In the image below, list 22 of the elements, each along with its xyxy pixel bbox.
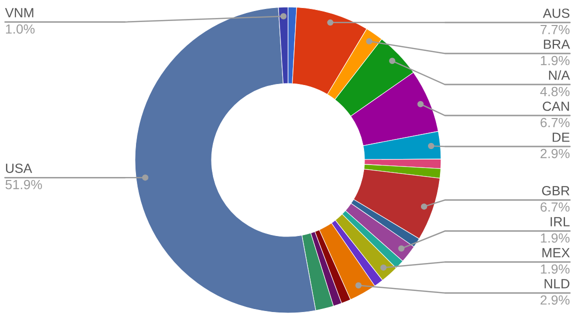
data-label: 2.9% (540, 148, 570, 158)
data-label: 6.7% (540, 202, 570, 212)
slice-label: DE (552, 132, 570, 142)
data-label: 51.9% (6, 180, 42, 190)
data-label: 1.9% (540, 233, 570, 243)
slice-label: CAN (542, 102, 569, 111)
slice-label: AUS (542, 8, 570, 18)
slice-label: IRL (550, 217, 570, 226)
slice-label: USA (6, 164, 32, 173)
slice-label: NLD (544, 279, 570, 288)
slice-label: GBR (542, 186, 570, 196)
data-label: 6.7% (540, 118, 570, 128)
data-label: 2.9% (540, 295, 570, 305)
data-label: 7.7% (540, 24, 570, 34)
data-label: 1.9% (540, 56, 570, 66)
data-label: 1.9% (540, 264, 570, 274)
data-label: 1.0% (6, 24, 35, 34)
data-label: 4.8% (540, 86, 570, 96)
slice-label: BRA (544, 40, 570, 49)
slice-label: VNM (5, 8, 34, 18)
slice-label: MEX (542, 248, 570, 258)
slice-label: N/A (549, 70, 570, 80)
